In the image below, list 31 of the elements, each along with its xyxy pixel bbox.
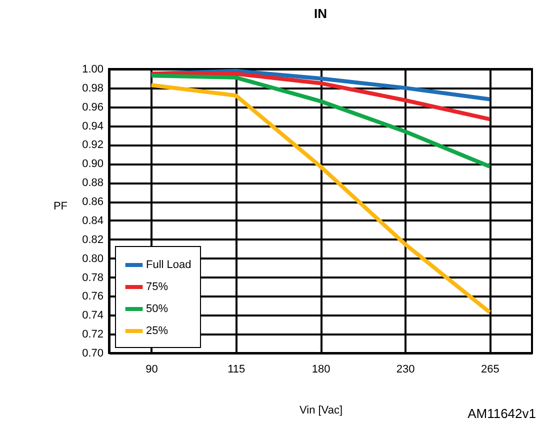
line-series <box>149 72 492 122</box>
y-tick-label: 0.96 <box>82 101 104 114</box>
legend-label: 25% <box>146 325 168 337</box>
y-tick-label: 0.88 <box>82 177 104 190</box>
y-tick-label: 0.76 <box>82 290 104 303</box>
y-tick-label: 0.94 <box>82 120 104 132</box>
text: AM11642v1 <box>468 406 536 421</box>
y-axis-title: PF <box>53 200 68 212</box>
x-tick-label: 265 <box>481 364 500 376</box>
x-tick-label: 180 <box>312 364 330 376</box>
y-tick-label: 0.98 <box>82 82 104 94</box>
chart-title: IN <box>314 6 327 21</box>
y-tick-label: 0.78 <box>82 272 104 284</box>
y-tick-label: 0.90 <box>82 158 104 170</box>
legend-label: Full Load <box>146 259 192 271</box>
x-tick-label: 230 <box>396 364 415 376</box>
y-tick-label: 0.72 <box>82 328 104 341</box>
y-tick-label: 0.70 <box>82 348 104 360</box>
line-series <box>149 74 492 169</box>
x-tick-label: 90 <box>146 364 158 376</box>
legend-label: 75% <box>146 281 168 293</box>
y-tick-label: 0.84 <box>82 214 104 227</box>
y-tick-label: 1.00 <box>82 64 104 76</box>
x-axis-title: Vin [Vac] <box>299 404 343 416</box>
y-tick-label: 0.80 <box>82 252 104 265</box>
y-tick-label: 0.92 <box>82 139 104 152</box>
y-tick-label: 0.82 <box>82 234 104 246</box>
legend-label: 50% <box>146 303 168 315</box>
y-tick-label: 0.86 <box>82 196 104 208</box>
y-tick-label: 0.74 <box>82 310 104 322</box>
x-tick-label: 115 <box>228 364 246 376</box>
